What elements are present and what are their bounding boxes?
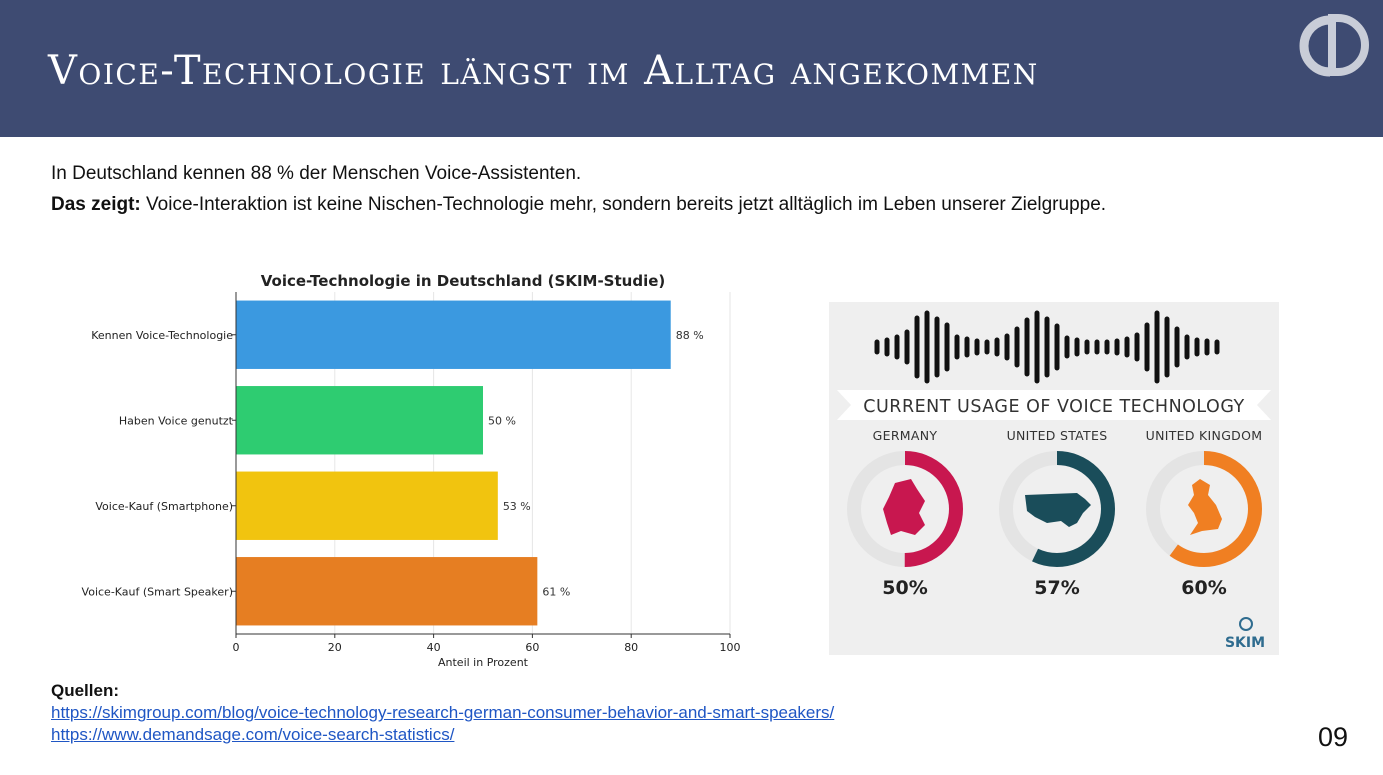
- bar-chart: Voice-Technologie in Deutschland (SKIM-S…: [82, 272, 741, 669]
- value-label: 61 %: [542, 585, 570, 598]
- country-name: UNITED KINGDOM: [1146, 428, 1263, 443]
- value-label: 50 %: [488, 414, 516, 427]
- x-tick-label: 100: [720, 641, 741, 654]
- heading-banner: [837, 390, 1271, 420]
- country-percent: 50%: [882, 577, 927, 599]
- x-tick-label: 0: [233, 641, 240, 654]
- intro-line-2: Das zeigt: Voice-Interaktion ist keine N…: [51, 189, 1106, 220]
- bar: [236, 386, 483, 455]
- country-name: UNITED STATES: [1007, 428, 1108, 443]
- bar: [236, 557, 538, 626]
- x-axis-label: Anteil in Prozent: [438, 656, 529, 669]
- x-tick-label: 20: [328, 641, 342, 654]
- infographic-heading: CURRENT USAGE OF VOICE TECHNOLOGY: [863, 397, 1244, 417]
- source-link-skim[interactable]: https://skimgroup.com/blog/voice-technol…: [51, 703, 835, 722]
- brand-logo-icon: [1299, 14, 1369, 77]
- germany-map-icon: [883, 479, 925, 535]
- country-percent: 60%: [1181, 577, 1226, 599]
- sound-wave-icon: [874, 310, 1220, 384]
- country-name: GERMANY: [873, 428, 938, 443]
- skim-brand: SKIM: [1225, 635, 1265, 651]
- sources-label: Quellen:: [51, 681, 120, 700]
- skim-logo-icon: [1239, 617, 1253, 631]
- gauge-fill: [999, 451, 1115, 567]
- intro-text: In Deutschland kennen 88 % der Menschen …: [51, 158, 1106, 220]
- country-gauges: GERMANY 50% UNITED STATES 57% UNITED KINGDOM…: [847, 428, 1263, 599]
- x-tick-label: 40: [427, 641, 441, 654]
- value-label: 53 %: [503, 500, 531, 513]
- slide-header: Voice-Technologie längst im Alltag angek…: [0, 0, 1383, 137]
- intro-bold-label: Das zeigt:: [51, 194, 141, 215]
- uk-map-icon: [1188, 479, 1222, 535]
- x-tick-label: 60: [525, 641, 539, 654]
- usa-map-icon: [1025, 493, 1091, 527]
- voice-usage-infographic: CURRENT USAGE OF VOICE TECHNOLOGY GERMAN…: [829, 302, 1279, 655]
- intro-line-1: In Deutschland kennen 88 % der Menschen …: [51, 163, 582, 184]
- gauge-fill: [847, 451, 963, 567]
- gauge-fill: [1146, 451, 1262, 567]
- bar: [236, 300, 671, 369]
- sources: Quellen: https://skimgroup.com/blog/voic…: [51, 680, 834, 746]
- country-percent: 57%: [1034, 577, 1079, 599]
- category-label: Haben Voice genutzt: [119, 414, 234, 427]
- value-label: 88 %: [676, 329, 704, 342]
- intro-line-2-text: Voice-Interaktion ist keine Nischen-Tech…: [140, 194, 1107, 215]
- slide-title: Voice-Technologie längst im Alltag angek…: [48, 48, 1039, 94]
- category-label: Kennen Voice-Technologie: [91, 329, 233, 342]
- category-label: Voice-Kauf (Smart Speaker): [82, 585, 233, 598]
- category-label: Voice-Kauf (Smartphone): [95, 500, 233, 513]
- page-number: 09: [1318, 722, 1349, 752]
- bar: [236, 471, 498, 540]
- chart-title: Voice-Technologie in Deutschland (SKIM-S…: [261, 272, 666, 290]
- source-link-demandsage[interactable]: https://www.demandsage.com/voice-search-…: [51, 725, 455, 744]
- x-tick-label: 80: [624, 641, 638, 654]
